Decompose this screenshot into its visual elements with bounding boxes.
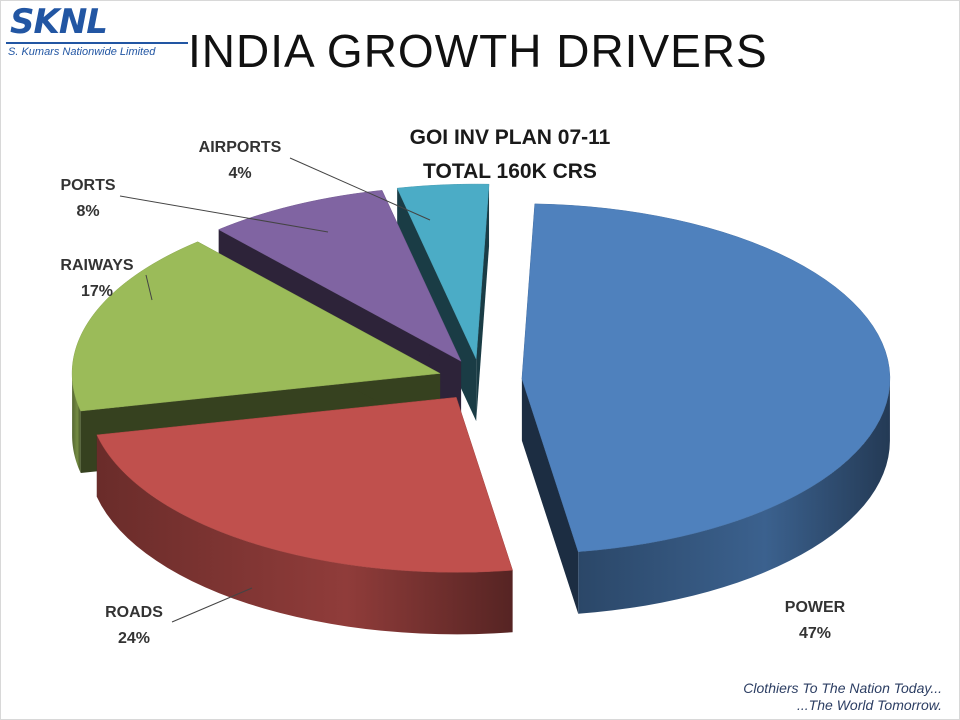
leader-line-airports <box>289 157 431 221</box>
slide-title: INDIA GROWTH DRIVERS <box>188 25 768 77</box>
leader-line-roads <box>171 587 253 623</box>
value-roads: 24% <box>118 630 150 647</box>
slice-side <box>72 373 81 474</box>
slice-side <box>96 434 513 635</box>
company-logo: SKNL S. Kumars Nationwide Limited <box>6 2 188 64</box>
chart-subtitle: TOTAL 160K CRS <box>423 160 597 183</box>
pie-slice-roads <box>96 397 513 635</box>
value-raiways: 17% <box>81 283 113 300</box>
label-roads: ROADS <box>105 604 163 621</box>
leader-line-raiways <box>145 274 153 301</box>
slice-wall <box>476 184 490 422</box>
slice-wall <box>521 378 579 614</box>
slice-top <box>218 190 462 362</box>
logo-underline <box>6 42 188 44</box>
pie-slice-power <box>521 203 891 614</box>
logo-subtext: S. Kumars Nationwide Limited <box>8 46 156 58</box>
slice-top <box>521 203 891 552</box>
logo-mark: SKNL <box>10 2 108 42</box>
label-power: POWER <box>785 599 846 616</box>
value-airports: 4% <box>228 165 251 182</box>
slice-top <box>96 397 513 573</box>
value-power: 47% <box>799 625 831 642</box>
label-airports: AIRPORTS <box>199 139 282 156</box>
chart-title: GOI INV PLAN 07-11 <box>409 126 611 149</box>
tagline: Clothiers To The Nation Today... ...The … <box>743 680 942 714</box>
slice-top <box>396 183 490 361</box>
leader-line-ports <box>119 195 329 233</box>
tagline-line-2: ...The World Tomorrow. <box>797 697 942 713</box>
value-ports: 8% <box>76 203 99 220</box>
slice-top <box>71 241 441 412</box>
slice-side <box>578 378 890 614</box>
label-ports: PORTS <box>60 177 115 194</box>
tagline-line-1: Clothiers To The Nation Today... <box>743 680 942 696</box>
label-raiways: RAIWAYS <box>60 257 134 274</box>
